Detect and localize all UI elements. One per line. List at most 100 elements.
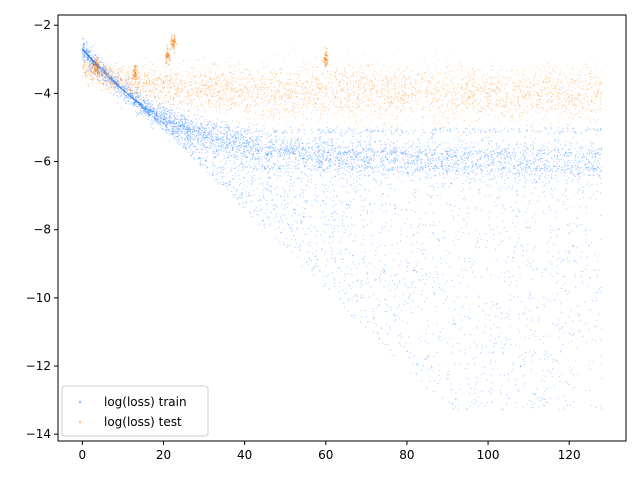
train-point (84, 51, 86, 53)
train-point (569, 152, 571, 154)
train-point (326, 154, 328, 157)
train-point (286, 145, 288, 147)
train-point (352, 142, 354, 144)
train-point (176, 138, 178, 140)
train-point (332, 240, 334, 242)
train-point (582, 191, 584, 194)
train-point (270, 152, 272, 154)
train-point (197, 114, 199, 116)
train-point (520, 354, 522, 356)
train-point (330, 155, 332, 157)
train-point (529, 159, 531, 161)
train-point (347, 152, 349, 154)
train-point (224, 167, 227, 169)
train-point (530, 145, 532, 147)
train-point (177, 118, 179, 121)
train-point (165, 124, 167, 127)
train-point (302, 240, 304, 242)
train-point (290, 179, 292, 181)
train-point (423, 223, 425, 226)
train-point (482, 175, 484, 177)
train-point (575, 132, 577, 135)
train-point (229, 160, 231, 162)
train-point (393, 315, 395, 317)
train-point (473, 129, 475, 131)
train-point (331, 154, 333, 156)
train-point (236, 138, 238, 140)
train-point (159, 107, 161, 109)
train-point (374, 141, 377, 143)
train-point (340, 202, 342, 204)
train-point (565, 189, 567, 192)
train-point (363, 260, 365, 262)
train-point (379, 208, 382, 211)
train-point (575, 216, 578, 218)
train-point (480, 238, 482, 240)
train-point (314, 150, 316, 152)
train-point (597, 291, 600, 293)
train-point (534, 173, 536, 175)
train-point (414, 149, 416, 151)
train-point (116, 84, 118, 86)
train-point (580, 270, 582, 272)
train-point (84, 47, 86, 49)
train-point (394, 148, 396, 150)
train-point (368, 164, 371, 166)
train-point (450, 389, 452, 391)
train-point (286, 168, 288, 170)
train-point (389, 161, 391, 163)
train-point (84, 61, 86, 63)
train-point (558, 168, 560, 170)
train-point (446, 162, 448, 164)
train-point (355, 128, 357, 130)
train-point (458, 159, 460, 161)
train-point (450, 162, 452, 164)
train-point (221, 136, 224, 138)
train-point (447, 122, 449, 124)
train-point (356, 176, 358, 179)
train-point (517, 161, 519, 163)
train-point (363, 149, 365, 151)
train-point (256, 147, 258, 149)
train-point (550, 273, 552, 275)
train-point (262, 114, 264, 116)
train-point (259, 164, 261, 166)
train-point (102, 69, 105, 71)
train-point (391, 244, 393, 246)
train-point (191, 153, 194, 155)
train-point (239, 197, 241, 199)
train-point (575, 359, 577, 361)
train-point (598, 162, 600, 164)
train-point (348, 162, 350, 165)
train-point (144, 109, 146, 111)
train-point (297, 256, 299, 258)
train-point (440, 263, 443, 265)
train-point (468, 177, 470, 179)
train-point (520, 301, 522, 303)
train-point (212, 164, 214, 166)
train-point (224, 131, 226, 133)
train-point (552, 165, 555, 167)
train-point (403, 304, 405, 306)
train-point (345, 287, 347, 289)
train-point (283, 156, 285, 159)
train-point (490, 179, 492, 181)
train-point (169, 120, 171, 123)
train-point (353, 263, 355, 265)
train-point (92, 60, 95, 62)
train-point (486, 379, 488, 381)
train-point (453, 164, 455, 166)
train-point (285, 131, 287, 134)
train-point (279, 167, 281, 169)
train-point (543, 268, 545, 270)
train-point (541, 144, 543, 146)
train-point (442, 259, 444, 261)
train-point (363, 227, 365, 229)
train-point (258, 160, 260, 162)
train-point (313, 166, 315, 168)
train-point (509, 237, 511, 239)
train-point (105, 71, 107, 73)
train-point (123, 85, 125, 87)
train-point (432, 257, 434, 259)
train-point (159, 117, 161, 119)
